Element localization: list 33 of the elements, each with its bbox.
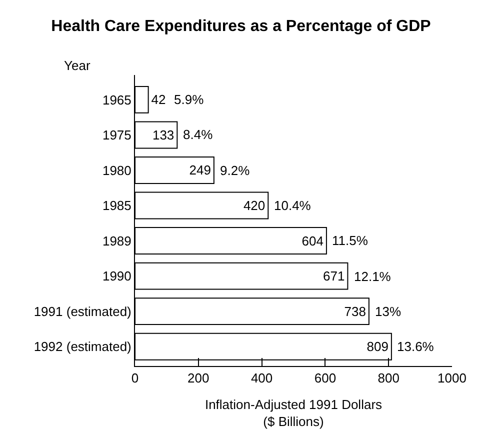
x-axis-title: Inflation-Adjusted 1991 Dollars ($ Billions) bbox=[204, 397, 383, 430]
x-tick-label: 800 bbox=[378, 370, 400, 386]
y-tick-label: 1990 bbox=[102, 268, 132, 284]
data-label: 133 bbox=[152, 127, 174, 142]
data-label: 604 bbox=[302, 233, 324, 248]
x-tick-label: 600 bbox=[314, 370, 336, 386]
y-tick-label: 1965 bbox=[102, 92, 132, 108]
x-tick-label: 200 bbox=[188, 370, 210, 386]
data-label: 809 bbox=[366, 339, 388, 354]
y-tick-label: 1980 bbox=[102, 162, 132, 178]
y-tick-label: 1989 bbox=[102, 233, 132, 248]
annotation: 11.5% bbox=[332, 233, 368, 248]
data-label: 42 bbox=[151, 92, 166, 108]
annotation: 10.4% bbox=[274, 198, 312, 213]
annotation: 8.4% bbox=[183, 127, 214, 142]
data-label: 738 bbox=[344, 304, 366, 319]
y-axis-title: Year bbox=[64, 58, 91, 73]
data-label: 671 bbox=[323, 268, 345, 284]
x-tick-label: 0 bbox=[131, 370, 139, 386]
x-tick-label: 400 bbox=[250, 370, 273, 386]
y-tick-label: 1991 (estimated) bbox=[34, 304, 132, 319]
data-label: 420 bbox=[243, 198, 266, 214]
y-tick-label: 1985 bbox=[102, 198, 132, 214]
x-tick-label: 1000 bbox=[438, 370, 466, 386]
annotation: 9.2% bbox=[220, 163, 250, 178]
annotation: 13% bbox=[375, 304, 402, 319]
data-label: 249 bbox=[189, 162, 211, 178]
annotation: 5.9% bbox=[174, 92, 204, 107]
y-tick-label: 1992 (estimated) bbox=[34, 339, 132, 354]
y-tick-label: 1975 bbox=[102, 128, 132, 143]
chart-title: Health Care Expenditures as a Percentage of GDP bbox=[51, 18, 432, 35]
annotation: 12.1% bbox=[354, 269, 392, 284]
annotation: 13.6% bbox=[397, 339, 434, 354]
